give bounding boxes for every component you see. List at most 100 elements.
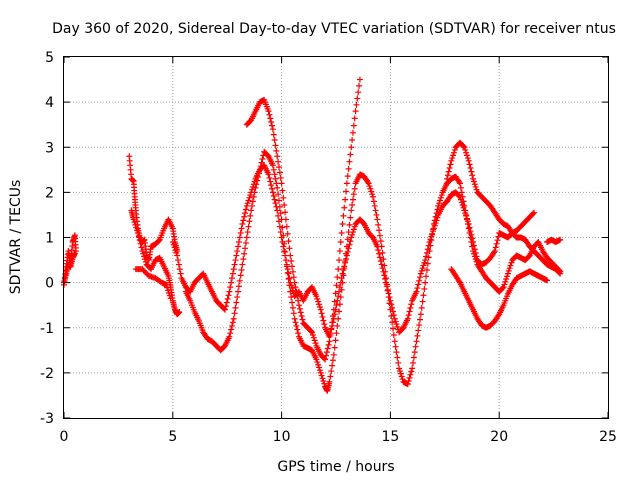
data-point bbox=[276, 203, 283, 210]
y-tick-label: -2 bbox=[40, 366, 54, 382]
data-point bbox=[242, 239, 249, 246]
data-point bbox=[378, 243, 385, 250]
data-point bbox=[269, 162, 276, 169]
data-point bbox=[255, 174, 262, 181]
data-point bbox=[269, 122, 276, 129]
data-point bbox=[244, 229, 251, 236]
data-point bbox=[337, 294, 344, 301]
data-point bbox=[331, 298, 338, 305]
data-point bbox=[293, 288, 300, 295]
data-point bbox=[370, 198, 377, 205]
data-point bbox=[315, 298, 322, 305]
data-point bbox=[266, 111, 273, 118]
data-point bbox=[235, 283, 242, 290]
data-point bbox=[169, 239, 176, 246]
data-point bbox=[343, 243, 350, 250]
data-point bbox=[336, 308, 343, 315]
data-point bbox=[235, 288, 242, 295]
data-point bbox=[471, 181, 478, 188]
data-point bbox=[376, 227, 383, 234]
data-point bbox=[228, 322, 235, 329]
data-point bbox=[329, 357, 336, 364]
data-point bbox=[275, 164, 282, 171]
y-tick-label: 5 bbox=[45, 50, 54, 66]
data-point bbox=[234, 248, 241, 255]
data-point bbox=[285, 276, 292, 283]
data-point bbox=[392, 343, 399, 350]
data-point bbox=[243, 202, 250, 209]
data-point bbox=[321, 321, 328, 328]
data-point bbox=[411, 349, 418, 356]
data-point bbox=[237, 229, 244, 236]
data-point bbox=[390, 331, 397, 338]
data-point bbox=[470, 175, 477, 182]
data-point bbox=[434, 206, 441, 213]
data-point bbox=[341, 265, 348, 272]
data-point bbox=[349, 129, 356, 136]
data-point bbox=[462, 207, 469, 214]
data-point bbox=[465, 225, 472, 232]
y-axis-label: SDTVAR / TECUs bbox=[8, 180, 24, 295]
data-point bbox=[333, 302, 340, 309]
data-point bbox=[164, 284, 171, 291]
data-point bbox=[313, 356, 320, 363]
data-point bbox=[470, 178, 477, 185]
data-point bbox=[286, 282, 293, 289]
data-point bbox=[470, 248, 477, 255]
data-point bbox=[470, 250, 477, 257]
data-point bbox=[503, 276, 510, 283]
data-point bbox=[423, 273, 430, 280]
data-point bbox=[351, 115, 358, 122]
data-point bbox=[235, 243, 242, 250]
data-point bbox=[448, 157, 455, 164]
data-point bbox=[373, 211, 380, 218]
data-point bbox=[239, 220, 246, 227]
data-point bbox=[369, 191, 376, 198]
data-point bbox=[142, 258, 149, 265]
data-point bbox=[331, 344, 338, 351]
data-point bbox=[393, 321, 400, 328]
data-point bbox=[347, 214, 354, 221]
data-point bbox=[227, 330, 234, 337]
data-point bbox=[278, 180, 285, 187]
y-tick-label: 3 bbox=[45, 140, 54, 156]
data-point bbox=[415, 281, 422, 288]
data-point bbox=[287, 252, 294, 259]
data-point bbox=[134, 229, 141, 236]
data-point bbox=[292, 319, 299, 326]
data-point bbox=[296, 302, 303, 309]
data-point bbox=[139, 266, 146, 273]
data-point bbox=[228, 279, 235, 286]
data-point bbox=[316, 364, 323, 371]
data-point bbox=[281, 202, 288, 209]
data-point bbox=[236, 277, 243, 284]
data-point bbox=[132, 221, 139, 228]
data-point bbox=[323, 349, 330, 356]
data-point bbox=[447, 161, 454, 168]
data-point bbox=[257, 163, 264, 170]
data-point bbox=[287, 288, 294, 295]
data-point bbox=[531, 209, 538, 216]
data-point bbox=[249, 202, 256, 209]
data-point bbox=[139, 248, 146, 255]
data-point bbox=[372, 207, 379, 214]
data-point bbox=[413, 338, 420, 345]
data-point bbox=[380, 256, 387, 263]
data-point bbox=[390, 325, 397, 332]
data-point bbox=[405, 312, 412, 319]
data-point bbox=[391, 315, 398, 322]
data-point bbox=[333, 282, 340, 289]
data-point bbox=[320, 317, 327, 324]
data-point bbox=[265, 171, 272, 178]
data-point bbox=[295, 330, 302, 337]
data-point bbox=[252, 184, 259, 191]
data-point bbox=[495, 233, 502, 240]
data-point bbox=[459, 193, 466, 200]
data-point bbox=[419, 265, 426, 272]
data-point bbox=[408, 301, 415, 308]
data-point bbox=[292, 284, 299, 291]
data-point bbox=[254, 177, 261, 184]
data-point bbox=[336, 248, 343, 255]
data-point bbox=[229, 319, 236, 326]
data-point bbox=[430, 220, 437, 227]
